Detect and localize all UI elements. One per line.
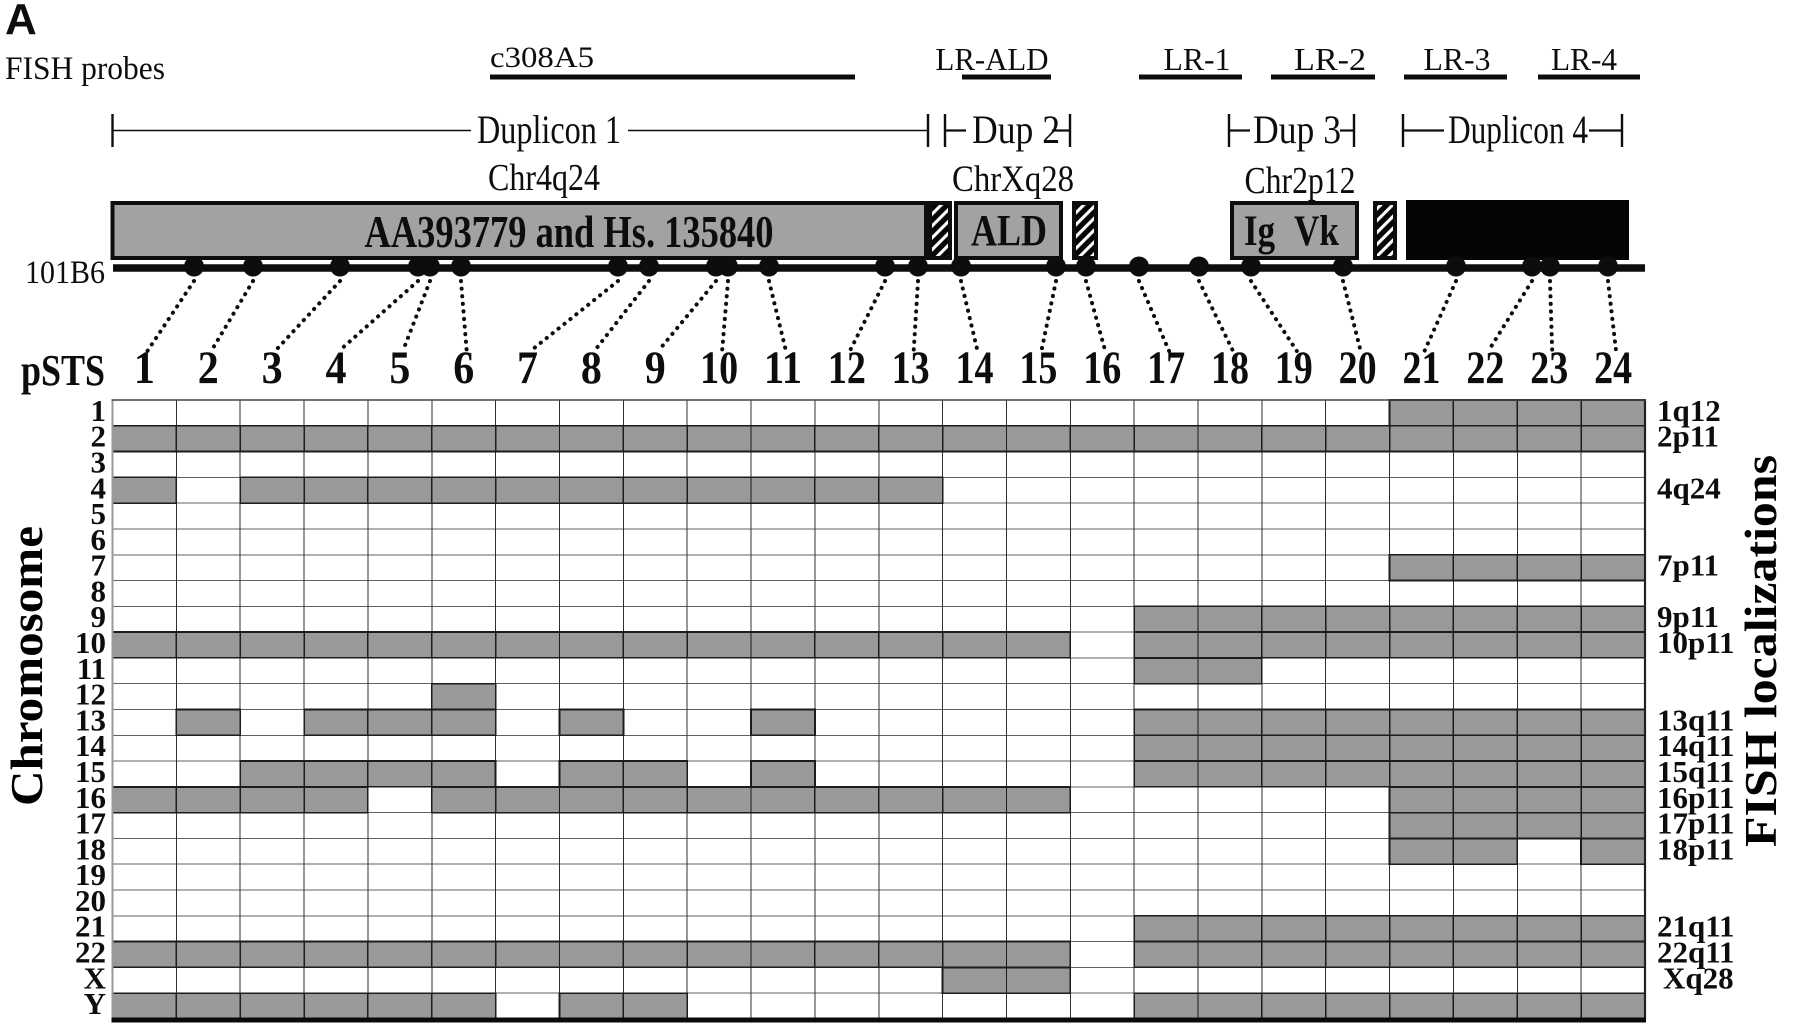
svg-text:Chr2p12: Chr2p12: [1245, 160, 1356, 202]
svg-text:Dup 2: Dup 2: [972, 107, 1060, 152]
svg-text:20: 20: [75, 883, 106, 918]
svg-text:16p11: 16p11: [1657, 780, 1735, 815]
svg-text:14: 14: [956, 342, 994, 394]
svg-text:16: 16: [75, 780, 106, 815]
svg-text:9: 9: [91, 599, 107, 634]
svg-text:Ig: Ig: [1244, 208, 1275, 255]
svg-text:24: 24: [1594, 342, 1632, 394]
svg-text:3: 3: [262, 342, 283, 394]
svg-text:X: X: [84, 960, 107, 995]
svg-text:10p11: 10p11: [1657, 625, 1735, 660]
svg-text:ALD: ALD: [971, 206, 1047, 255]
svg-text:22q11: 22q11: [1657, 935, 1735, 970]
svg-text:11: 11: [764, 342, 802, 394]
svg-text:21: 21: [75, 909, 106, 944]
svg-text:23: 23: [1530, 342, 1568, 394]
svg-text:ChrXq28: ChrXq28: [952, 159, 1074, 200]
svg-text:1: 1: [91, 393, 107, 428]
svg-text:A: A: [5, 0, 37, 44]
svg-text:7: 7: [517, 342, 538, 394]
svg-text:3: 3: [91, 445, 107, 480]
svg-text:16: 16: [1083, 342, 1121, 394]
svg-text:2: 2: [91, 419, 107, 454]
svg-text:Xq28: Xq28: [1663, 960, 1734, 995]
svg-text:1q12: 1q12: [1657, 393, 1721, 428]
svg-text:4: 4: [91, 470, 107, 505]
svg-text:18: 18: [75, 831, 106, 866]
svg-text:19: 19: [75, 857, 106, 892]
svg-text:11: 11: [77, 651, 106, 686]
svg-text:Chromosome: Chromosome: [1, 526, 52, 806]
svg-text:22: 22: [1466, 342, 1504, 394]
svg-text:20: 20: [1339, 342, 1377, 394]
svg-text:pSTS: pSTS: [21, 346, 105, 395]
svg-text:LR-ALD: LR-ALD: [936, 41, 1049, 77]
svg-text:10: 10: [700, 342, 738, 394]
svg-text:8: 8: [91, 573, 107, 608]
svg-text:7p11: 7p11: [1657, 548, 1719, 583]
svg-text:LR-2: LR-2: [1294, 41, 1366, 77]
svg-text:15: 15: [75, 754, 106, 789]
svg-text:15: 15: [1019, 342, 1057, 394]
svg-text:4q24: 4q24: [1657, 470, 1721, 505]
svg-text:101B6: 101B6: [25, 255, 105, 291]
svg-text:2: 2: [198, 342, 219, 394]
svg-text:AA393779 and Hs. 135840: AA393779 and Hs. 135840: [365, 206, 774, 257]
svg-text:18p11: 18p11: [1657, 831, 1735, 866]
svg-text:9: 9: [645, 342, 666, 394]
svg-text:FISH probes: FISH probes: [5, 51, 165, 87]
svg-text:13: 13: [892, 342, 930, 394]
svg-text:9p11: 9p11: [1657, 599, 1719, 634]
svg-text:6: 6: [453, 342, 474, 394]
svg-text:14q11: 14q11: [1657, 728, 1735, 763]
svg-text:Chr4q24: Chr4q24: [488, 157, 600, 199]
svg-text:Y: Y: [84, 986, 106, 1021]
svg-text:12: 12: [75, 677, 106, 712]
svg-text:15q11: 15q11: [1657, 754, 1735, 789]
svg-text:14: 14: [75, 728, 106, 763]
svg-text:Duplicon 4: Duplicon 4: [1448, 107, 1588, 152]
svg-text:1: 1: [134, 342, 155, 394]
svg-text:Dup 3: Dup 3: [1253, 107, 1341, 152]
svg-text:c308A5: c308A5: [490, 41, 594, 74]
svg-text:22: 22: [75, 935, 106, 970]
svg-text:Duplicon 1: Duplicon 1: [477, 107, 621, 152]
svg-text:FISH localizations: FISH localizations: [1735, 455, 1786, 847]
svg-text:19: 19: [1275, 342, 1313, 394]
svg-text:13q11: 13q11: [1657, 702, 1735, 737]
svg-text:Vk: Vk: [1294, 208, 1339, 255]
svg-text:4: 4: [325, 342, 346, 394]
svg-text:LR-4: LR-4: [1551, 41, 1617, 77]
svg-text:5: 5: [389, 342, 410, 394]
svg-text:10: 10: [75, 625, 106, 660]
svg-text:13: 13: [75, 702, 106, 737]
svg-text:2p11: 2p11: [1657, 419, 1719, 454]
svg-text:LR-3: LR-3: [1424, 41, 1491, 77]
svg-text:LR-1: LR-1: [1164, 41, 1231, 77]
svg-text:5: 5: [91, 496, 107, 531]
svg-text:6: 6: [91, 522, 107, 557]
svg-text:12: 12: [828, 342, 866, 394]
svg-text:17: 17: [75, 806, 106, 841]
svg-text:7: 7: [91, 548, 107, 583]
svg-text:21: 21: [1403, 342, 1441, 394]
svg-text:17: 17: [1147, 342, 1185, 394]
svg-text:18: 18: [1211, 342, 1249, 394]
svg-text:17p11: 17p11: [1657, 806, 1735, 841]
svg-text:21q11: 21q11: [1657, 909, 1735, 944]
svg-text:8: 8: [581, 342, 602, 394]
